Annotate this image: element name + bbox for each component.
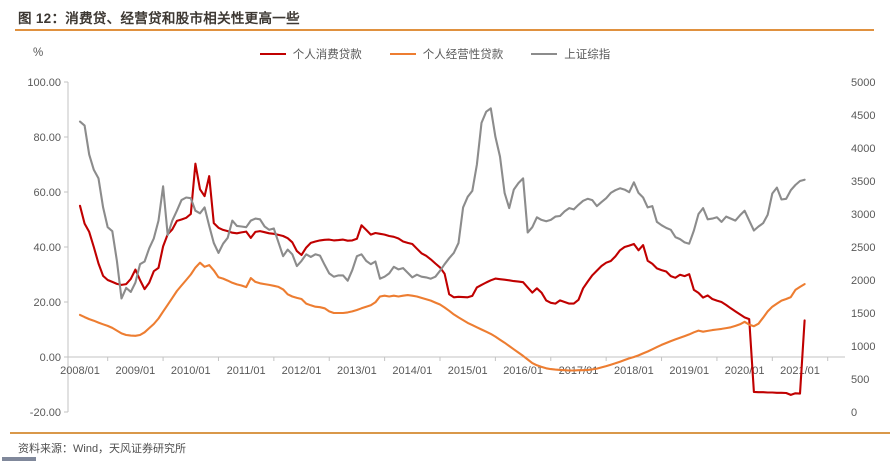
chart-legend: 个人消费贷款 个人经营性贷款 上证综指 <box>0 46 880 62</box>
left-axis-tick-label: -20.00 <box>30 407 61 419</box>
left-axis-tick-label: 20.00 <box>33 297 61 309</box>
right-axis-tick-label: 1000 <box>851 341 875 353</box>
series-line <box>78 261 806 372</box>
legend-item: 个人经营性贷款 <box>389 46 504 62</box>
x-axis-tick-label: 2016/01 <box>503 365 543 377</box>
left-axis-tick-label: 0.00 <box>40 352 61 364</box>
x-axis-tick-label: 2019/01 <box>669 365 709 377</box>
legend-item: 个人消费贷款 <box>259 46 362 62</box>
right-axis-tick-label: 0 <box>851 407 857 419</box>
x-axis-tick-label: 2015/01 <box>448 365 488 377</box>
legend-label: 上证综指 <box>564 49 611 61</box>
x-axis-tick-label: 2010/01 <box>171 365 211 377</box>
x-axis-tick-label: 2020/01 <box>725 365 765 377</box>
right-axis-tick-label: 2000 <box>851 275 875 287</box>
footer-divider-line <box>10 432 890 434</box>
x-axis-tick-label: 2012/01 <box>282 365 322 377</box>
right-axis-tick-label: 4500 <box>851 110 875 122</box>
legend-line-swatch <box>259 53 286 55</box>
right-axis-tick-label: 2500 <box>851 242 875 254</box>
x-axis-tick-label: 2018/01 <box>614 365 654 377</box>
left-axis-tick-label: 100.00 <box>27 77 61 89</box>
x-axis-tick-label: 2008/01 <box>60 365 100 377</box>
left-axis-tick-label: 60.00 <box>33 187 61 199</box>
figure-title: 图 12：消费贷、经营贷和股市相关性更高一些 <box>18 11 300 26</box>
left-axis-unit-label: % <box>33 47 44 59</box>
legend-item: 上证综指 <box>531 46 610 62</box>
right-axis-tick-label: 500 <box>851 374 869 386</box>
series-line <box>78 162 806 396</box>
legend-line-swatch <box>389 53 416 55</box>
right-axis-tick-label: 3000 <box>851 209 875 221</box>
page-edge-fragment <box>2 457 36 461</box>
right-axis-tick-label: 4000 <box>851 143 875 155</box>
legend-label: 个人消费贷款 <box>292 49 362 61</box>
x-axis-tick-label: 2011/01 <box>227 365 266 377</box>
title-divider-line <box>15 29 874 31</box>
right-axis-tick-label: 3500 <box>851 176 875 188</box>
right-axis-tick-label: 5000 <box>851 77 875 89</box>
legend-label: 个人经营性贷款 <box>422 49 504 61</box>
left-axis-tick-label: 40.00 <box>33 242 61 254</box>
right-axis-tick-label: 1500 <box>851 308 875 320</box>
legend-line-swatch <box>531 53 558 55</box>
x-axis-tick-label: 2009/01 <box>116 365 156 377</box>
x-axis-tick-label: 2014/01 <box>392 365 432 377</box>
series-line <box>78 107 806 300</box>
x-axis-tick-label: 2013/01 <box>337 365 377 377</box>
x-axis-tick-label: 2021/01 <box>780 365 820 377</box>
source-note: 资料来源：Wind，天风证券研究所 <box>18 443 187 455</box>
left-axis-tick-label: 80.00 <box>33 132 61 144</box>
